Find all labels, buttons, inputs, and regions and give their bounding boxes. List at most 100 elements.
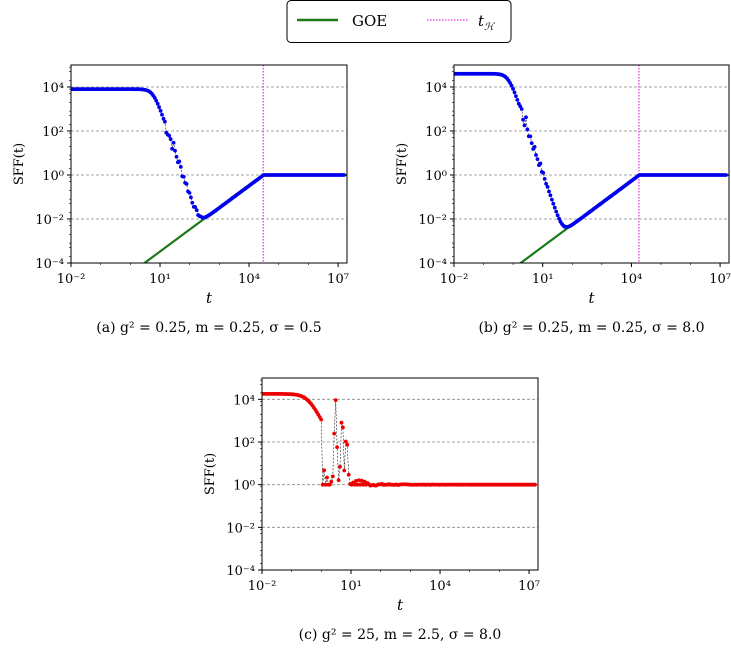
sff-point-a-63 — [160, 112, 164, 117]
sff-point-c-41 — [319, 417, 324, 422]
sff-point-c-57 — [342, 468, 347, 473]
sff-point-a-71 — [171, 140, 176, 145]
xtick-label-a-3: 10⁷ — [327, 272, 349, 287]
axes-frame-b — [453, 64, 730, 264]
xlabel-c: t — [397, 596, 404, 614]
sff-point-a-75 — [177, 159, 182, 164]
ylabel-a: SFF(t) — [12, 143, 27, 185]
sff-point-a-72 — [173, 148, 177, 153]
sff-point-a-87 — [194, 208, 199, 213]
xtick-label-b-0: 10⁻² — [440, 272, 469, 287]
xtick-label-c-3: 10⁷ — [518, 579, 540, 594]
xtick-label-b-3: 10⁷ — [709, 272, 731, 287]
legend: GOE tℋ — [286, 0, 512, 43]
sff-point-c-56 — [341, 425, 345, 430]
xtick-label-b-2: 10⁴ — [621, 272, 643, 287]
ytick-label-c-0: 10⁻⁴ — [226, 564, 255, 579]
legend-goe-label: GOE — [352, 12, 387, 30]
sff-point-a-86 — [193, 205, 198, 209]
sff-point-b-56 — [532, 145, 537, 149]
ytick-label-a-4: 10⁴ — [42, 81, 64, 96]
legend-box — [286, 0, 512, 43]
sff-point-b-44 — [515, 98, 520, 102]
sff-point-b-71 — [554, 209, 559, 214]
legend-th-sub: ℋ — [484, 22, 496, 33]
ytick-label-b-3: 10² — [425, 125, 447, 140]
ytick-label-b-4: 10⁴ — [425, 81, 447, 96]
sff-point-a-68 — [167, 133, 172, 138]
sff-point-a-61 — [157, 105, 162, 110]
ytick-label-c-4: 10⁴ — [233, 393, 255, 408]
sff-point-b-57 — [534, 153, 538, 157]
sff-point-c-48 — [329, 479, 334, 484]
ytick-label-c-2: 10⁰ — [233, 479, 255, 494]
xlabel-b: t — [588, 289, 595, 307]
sff-point-b-42 — [512, 90, 517, 95]
sff-point-b-66 — [547, 189, 551, 194]
sff-point-c-43 — [322, 468, 326, 473]
sff-point-c-70 — [361, 482, 365, 487]
sff-point-c-71 — [362, 479, 367, 484]
sff-point-c-44 — [323, 482, 328, 487]
sff-point-a-65 — [163, 119, 167, 124]
sff-point-c-69 — [359, 478, 364, 483]
sff-point-b-50 — [524, 115, 528, 120]
sff-point-a-80 — [184, 182, 189, 186]
sff-series-line-a — [71, 88, 344, 219]
sff-point-b-40 — [509, 83, 514, 88]
sff-point-c-66 — [355, 482, 360, 487]
sff-point-a-62 — [158, 108, 163, 113]
sff-point-a-59 — [154, 98, 159, 103]
sff-point-b-48 — [521, 117, 525, 122]
ylabel-c: SFF(t) — [203, 453, 218, 495]
ytick-label-b-1: 10⁻² — [418, 213, 447, 228]
sff-point-c-189 — [533, 482, 537, 487]
sff-point-a-189 — [342, 173, 346, 177]
goe-line-a — [142, 173, 347, 263]
sff-point-b-73 — [557, 216, 561, 221]
sff-point-b-41 — [511, 87, 515, 91]
sff-point-c-45 — [325, 475, 329, 480]
ytick-label-c-1: 10⁻² — [226, 521, 255, 536]
sff-point-c-68 — [358, 482, 363, 487]
sff-series-line-b — [454, 73, 726, 228]
sff-point-c-58 — [343, 439, 348, 444]
sff-point-a-83 — [189, 195, 193, 200]
xtick-label-c-1: 10¹ — [340, 579, 362, 594]
sff-point-a-78 — [181, 174, 186, 179]
sff-point-b-62 — [541, 170, 546, 175]
xtick-label-c-2: 10⁴ — [429, 579, 451, 594]
xtick-label-b-1: 10¹ — [532, 272, 554, 287]
caption-c: (c) g² = 25, m = 2.5, σ = 8.0 — [299, 627, 502, 643]
sff-point-b-72 — [555, 213, 560, 218]
sff-point-b-65 — [545, 185, 550, 189]
sff-point-c-54 — [338, 464, 342, 469]
xlabel-a: t — [206, 289, 213, 307]
ytick-label-b-2: 10⁰ — [425, 169, 447, 184]
xtick-label-a-2: 10⁴ — [238, 272, 260, 287]
legend-th-label: tℋ — [478, 12, 496, 33]
ytick-label-a-0: 10⁻⁴ — [35, 257, 64, 272]
sff-point-b-49 — [522, 123, 527, 128]
sff-point-c-53 — [336, 478, 341, 483]
sff-point-c-59 — [345, 442, 350, 447]
sff-point-b-70 — [552, 205, 557, 210]
sff-point-b-67 — [548, 193, 553, 198]
axes-frame-c — [261, 377, 539, 571]
sff-point-b-58 — [535, 157, 540, 162]
sff-point-b-68 — [550, 197, 554, 202]
sff-point-c-65 — [354, 479, 358, 483]
xtick-label-a-0: 10⁻² — [57, 272, 86, 287]
sff-point-a-73 — [174, 154, 179, 159]
ytick-label-a-3: 10² — [42, 125, 64, 140]
sff-point-a-82 — [187, 191, 192, 195]
plot-area-b — [454, 65, 729, 263]
sff-point-b-53 — [528, 134, 533, 139]
sff-point-b-47 — [519, 107, 524, 111]
ytick-label-a-2: 10⁰ — [42, 169, 64, 184]
sff-point-c-51 — [333, 398, 338, 402]
plot-area-a — [71, 65, 347, 263]
ylabel-b: SFF(t) — [395, 143, 410, 185]
